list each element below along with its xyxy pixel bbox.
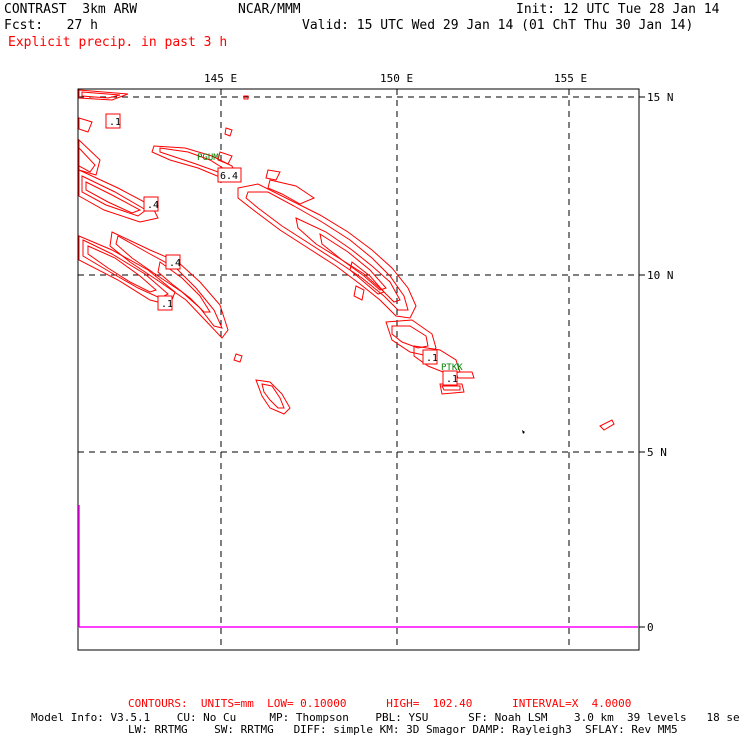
station-label: PTKK [441,363,463,373]
contour-label-group: .1 6.4 .4 .4 .1 .1 .1 [105,113,458,386]
contour-label: .4 [169,258,181,269]
contour-label: .1 [161,299,173,310]
island-mark [522,430,525,434]
lat-label: 15 N [647,91,674,104]
contour-label: .4 [147,200,159,211]
station-label: PGUM [197,153,219,163]
forecast-hour: Fcst: 27 h [4,18,98,33]
contour-label: .1 [446,374,458,385]
model-info-line1: Model Info: V3.5.1 CU: No Cu MP: Thompso… [31,711,740,724]
map-frame [77,88,640,651]
lon-label: 155 E [554,72,587,85]
lon-label: 150 E [380,72,413,85]
field-title: Explicit precip. in past 3 h [8,35,228,50]
contours-info: CONTOURS: UNITS=mm LOW= 0.10000 HIGH= 10… [128,697,632,710]
contour-label: .1 [426,353,438,364]
precip-contours [78,89,615,431]
magenta-line [78,505,638,628]
model-info-line2: LW: RRTMG SW: RRTMG DIFF: simple KM: 3D … [128,723,678,736]
graticule [78,89,639,650]
lon-label: 145 E [204,72,237,85]
model-title: CONTRAST 3km ARW [4,2,138,17]
init-time: Init: 12 UTC Tue 28 Jan 14 [516,2,720,17]
lat-label: 5 N [647,446,667,459]
center-title: NCAR/MMM [238,2,301,17]
valid-time: Valid: 15 UTC Wed 29 Jan 14 (01 ChT Thu … [302,18,694,33]
contour-label: 6.4 [220,171,238,182]
lat-label: 0 [647,621,654,634]
lat-label: 10 N [647,269,674,282]
contour-label: .1 [109,117,121,128]
